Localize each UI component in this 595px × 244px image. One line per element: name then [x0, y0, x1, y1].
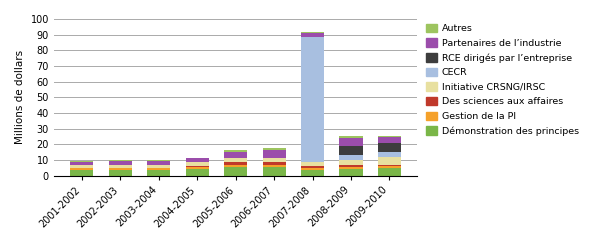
- Bar: [378, 166, 401, 168]
- Bar: [378, 168, 401, 175]
- Bar: [301, 166, 324, 168]
- Bar: [224, 158, 247, 162]
- Bar: [70, 165, 93, 168]
- Bar: [70, 170, 93, 175]
- Bar: [70, 168, 93, 170]
- Bar: [224, 152, 247, 158]
- Bar: [186, 166, 209, 167]
- Bar: [262, 150, 286, 158]
- Bar: [339, 167, 362, 169]
- Bar: [186, 167, 209, 169]
- Bar: [109, 168, 132, 170]
- Bar: [224, 164, 247, 167]
- Bar: [186, 169, 209, 175]
- Bar: [378, 152, 401, 157]
- Bar: [109, 161, 132, 164]
- Bar: [262, 158, 286, 162]
- Bar: [339, 155, 362, 160]
- Bar: [301, 170, 324, 175]
- Bar: [147, 164, 170, 168]
- Bar: [147, 168, 170, 170]
- Bar: [339, 169, 362, 175]
- Bar: [262, 148, 286, 150]
- Bar: [339, 136, 362, 138]
- Y-axis label: Millions de dollars: Millions de dollars: [15, 50, 25, 144]
- Bar: [224, 167, 247, 175]
- Bar: [186, 162, 209, 166]
- Bar: [378, 165, 401, 166]
- Bar: [301, 162, 324, 166]
- Bar: [339, 138, 362, 146]
- Bar: [262, 162, 286, 164]
- Bar: [378, 137, 401, 143]
- Bar: [70, 162, 93, 165]
- Bar: [186, 158, 209, 162]
- Bar: [147, 161, 170, 164]
- Bar: [224, 162, 247, 164]
- Bar: [339, 160, 362, 165]
- Bar: [262, 167, 286, 175]
- Bar: [301, 168, 324, 170]
- Bar: [378, 157, 401, 165]
- Bar: [301, 37, 324, 162]
- Bar: [109, 170, 132, 175]
- Bar: [301, 33, 324, 37]
- Bar: [224, 151, 247, 152]
- Legend: Autres, Partenaires de l’industrie, RCE dirigés par l’entreprise, CECR, Initiati: Autres, Partenaires de l’industrie, RCE …: [426, 24, 579, 136]
- Bar: [339, 146, 362, 155]
- Bar: [378, 143, 401, 152]
- Bar: [301, 32, 324, 33]
- Bar: [262, 164, 286, 167]
- Bar: [147, 170, 170, 175]
- Bar: [339, 165, 362, 167]
- Bar: [109, 164, 132, 168]
- Bar: [147, 160, 170, 161]
- Bar: [378, 136, 401, 137]
- Bar: [109, 160, 132, 161]
